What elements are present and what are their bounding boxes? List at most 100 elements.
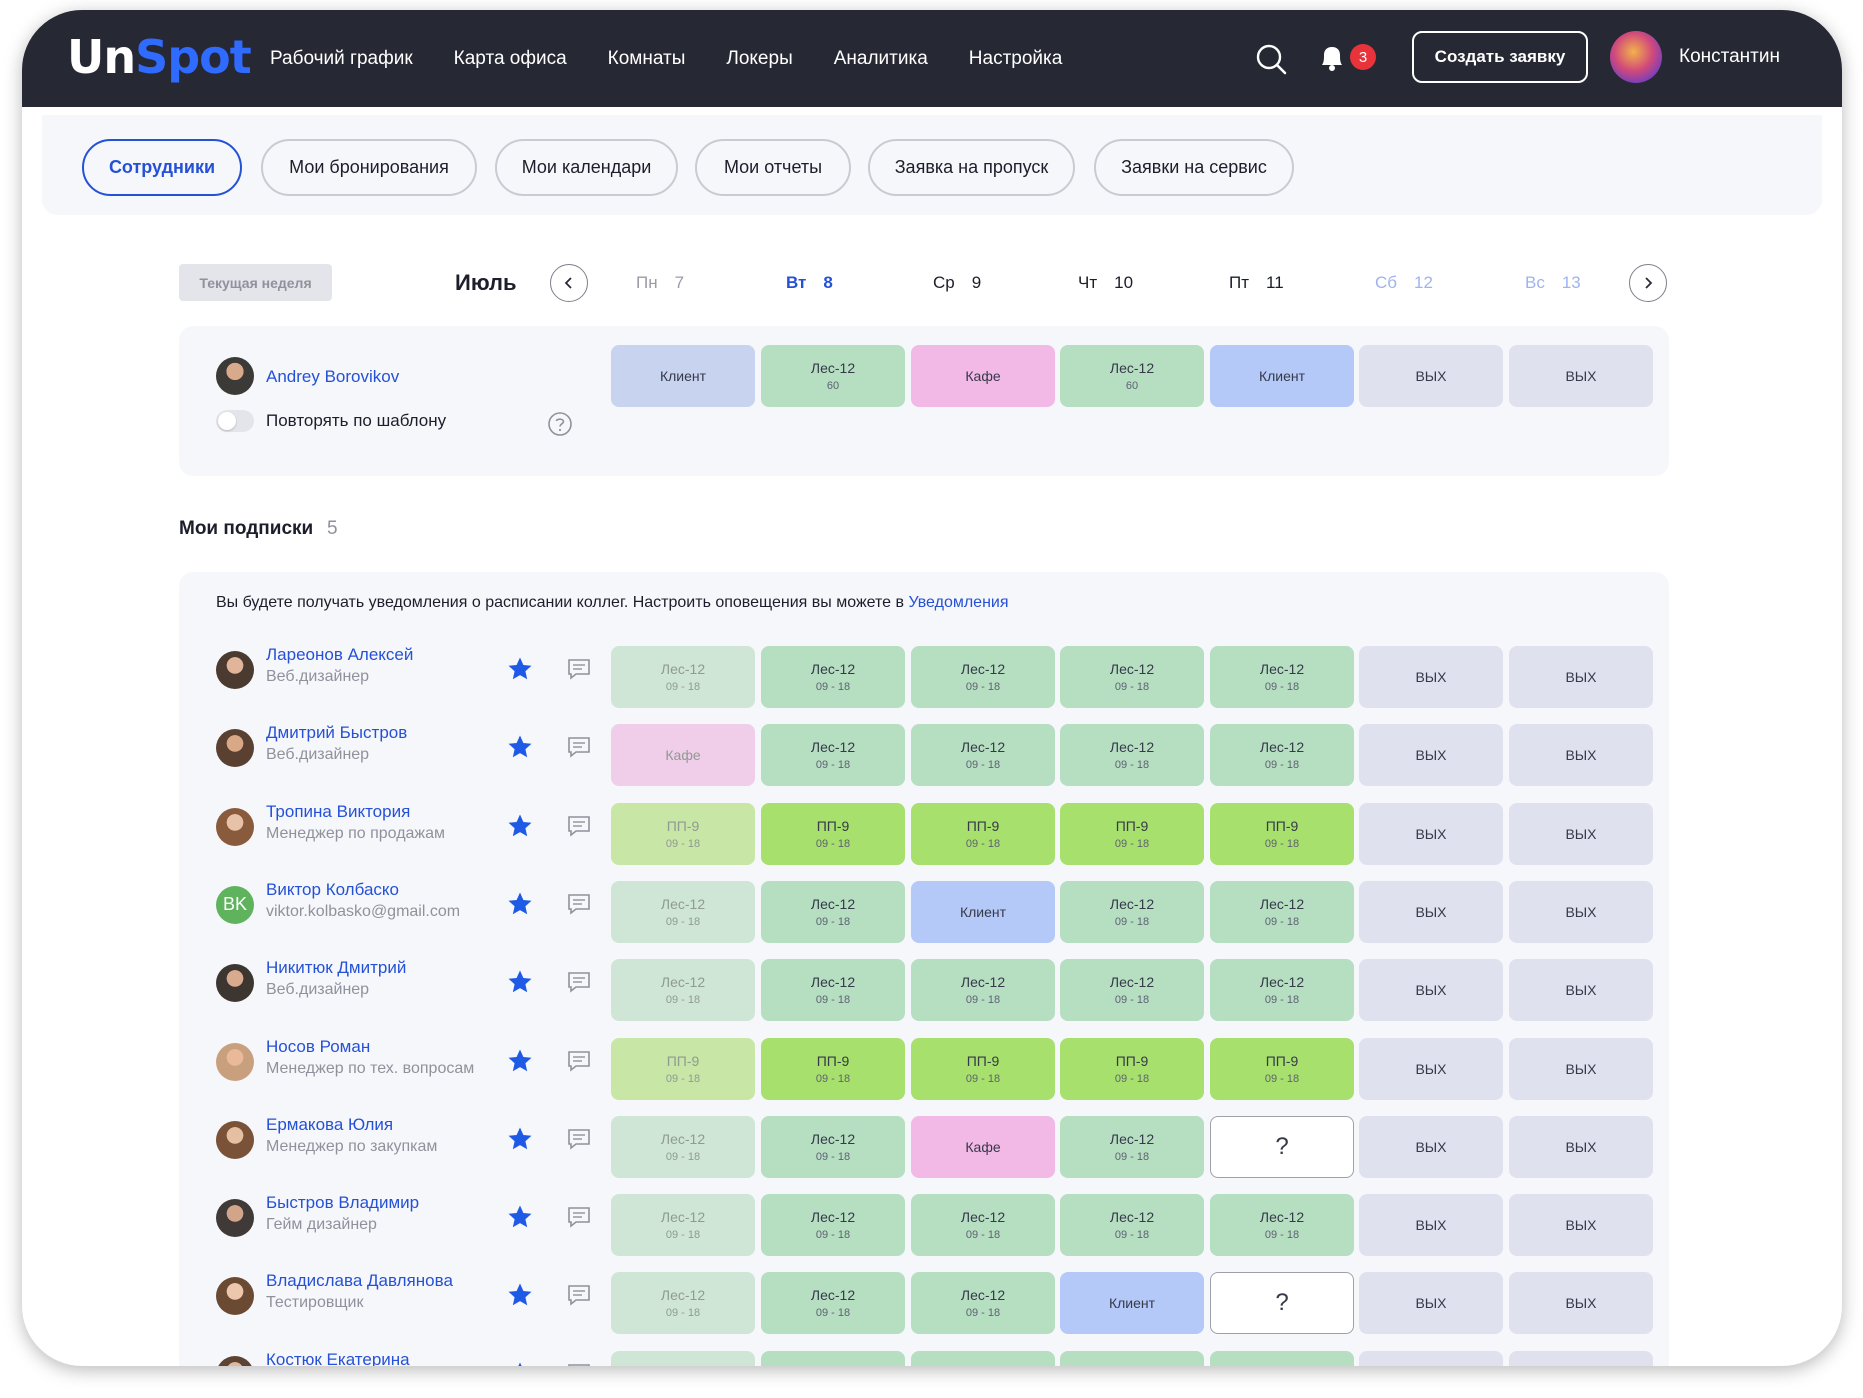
notifications-link[interactable]: Уведомления (908, 594, 1009, 611)
tab-my-reports[interactable]: Мои отчеты (695, 139, 851, 196)
schedule-cell[interactable]: ВЫХ (1509, 802, 1653, 865)
chat-icon[interactable] (566, 814, 592, 838)
schedule-cell[interactable]: ПП-9 09 - 18 (611, 1037, 755, 1100)
person-name[interactable]: Быстров Владимир (266, 1193, 420, 1213)
help-icon[interactable] (547, 411, 573, 437)
schedule-cell[interactable]: ПП-9 09 - 18 (911, 802, 1055, 865)
my-name[interactable]: Andrey Borovikov (266, 367, 400, 386)
search-icon[interactable] (1254, 42, 1288, 76)
next-week-button[interactable] (1629, 264, 1667, 302)
nav-item-rooms[interactable]: Комнаты (607, 47, 686, 69)
schedule-cell[interactable]: Клиент (1210, 345, 1354, 407)
person-name[interactable]: Тропина Виктория (266, 801, 411, 821)
chat-icon[interactable] (566, 735, 592, 759)
tab-my-calendars[interactable]: Мои календари (495, 139, 678, 196)
favorite-star-icon[interactable] (507, 891, 533, 917)
schedule-cell[interactable]: ВЫХ (1509, 880, 1653, 943)
person-name[interactable]: Лареонов Алексей (266, 645, 414, 664)
favorite-star-icon[interactable] (507, 1361, 533, 1366)
schedule-cell[interactable]: ПП-9 09 - 18 (761, 802, 905, 865)
schedule-cell[interactable]: ВЫХ (1509, 1272, 1653, 1335)
schedule-cell[interactable]: ВЫХ (1359, 724, 1503, 787)
chat-icon[interactable] (566, 892, 592, 916)
favorite-star-icon[interactable] (507, 1048, 533, 1074)
person-name[interactable]: Дмитрий Быстров (266, 723, 408, 743)
schedule-cell[interactable]: ПП-9 09 - 18 (1060, 802, 1204, 865)
prev-week-button[interactable] (550, 264, 588, 302)
favorite-star-icon[interactable] (507, 969, 533, 995)
schedule-cell[interactable]: Лес-12 60 (1060, 345, 1204, 407)
schedule-cell[interactable]: Кафе (611, 724, 755, 787)
favorite-star-icon[interactable] (507, 734, 533, 760)
schedule-cell[interactable]: ПП-9 09 - 18 (1210, 1037, 1354, 1100)
repeat-template-toggle[interactable] (216, 410, 254, 432)
person-name[interactable]: Виктор Колбаско (266, 879, 399, 899)
schedule-cell[interactable]: ВЫХ (1359, 1037, 1503, 1100)
chat-icon[interactable] (566, 1362, 592, 1366)
schedule-cell[interactable]: ВЫХ (1359, 1272, 1503, 1335)
schedule-cell[interactable]: ПП-9 09 - 18 (761, 1037, 905, 1100)
nav-item-work-schedule[interactable]: Рабочий график (270, 47, 413, 69)
person-name[interactable]: Владислава Давлянова (266, 1271, 453, 1291)
favorite-star-icon[interactable] (507, 1204, 533, 1230)
schedule-cell[interactable]: ВЫХ (1359, 880, 1503, 943)
current-week-button[interactable]: Текущая неделя (179, 264, 332, 301)
tab-pass-request[interactable]: Заявка на пропуск (868, 139, 1075, 196)
favorite-star-icon[interactable] (507, 1282, 533, 1308)
schedule-cell[interactable]: Лес-12 60 (761, 345, 905, 407)
user-name[interactable]: Константин (1679, 46, 1780, 67)
schedule-cell[interactable]: ВЫХ (1509, 345, 1653, 407)
nav-item-office-map[interactable]: Карта офиса (453, 47, 567, 69)
chat-icon[interactable] (566, 1283, 592, 1307)
schedule-cell[interactable]: ВЫХ (1359, 345, 1503, 407)
tab-employees[interactable]: Сотрудники (82, 139, 242, 196)
user-avatar[interactable] (1610, 31, 1662, 83)
schedule-cell[interactable]: ВЫХ (1509, 646, 1653, 708)
schedule-cell[interactable]: ПП-9 09 - 18 (611, 802, 755, 865)
nav-item-analytics[interactable]: Аналитика (833, 47, 928, 69)
schedule-cell[interactable]: Клиент (611, 345, 755, 407)
schedule-cell[interactable]: ПП-9 09 - 18 (1210, 802, 1354, 865)
favorite-star-icon[interactable] (507, 1126, 533, 1152)
favorite-star-icon[interactable] (507, 813, 533, 839)
nav-item-lockers[interactable]: Локеры (726, 47, 793, 69)
schedule-cell[interactable]: Клиент (1060, 1272, 1204, 1335)
schedule-cell[interactable]: ВЫХ (1359, 959, 1503, 1022)
nav-item-settings[interactable]: Настройка (968, 47, 1063, 69)
schedule-cell[interactable]: ПП-9 09 - 18 (911, 1037, 1055, 1100)
schedule-cell[interactable]: ВЫХ (1359, 1194, 1503, 1257)
person-name[interactable]: Костюк Екатерина (266, 1349, 410, 1366)
schedule-cell[interactable]: ВЫХ (1359, 646, 1503, 708)
person-name[interactable]: Носов Роман (266, 1036, 371, 1056)
schedule-cell[interactable]: Кафе (911, 1115, 1055, 1178)
schedule-cell[interactable]: ПП-9 09 - 18 (1060, 1037, 1204, 1100)
chat-icon[interactable] (566, 1127, 592, 1151)
chat-icon[interactable] (566, 1205, 592, 1229)
schedule-cell[interactable]: ВЫХ (1509, 1350, 1653, 1366)
